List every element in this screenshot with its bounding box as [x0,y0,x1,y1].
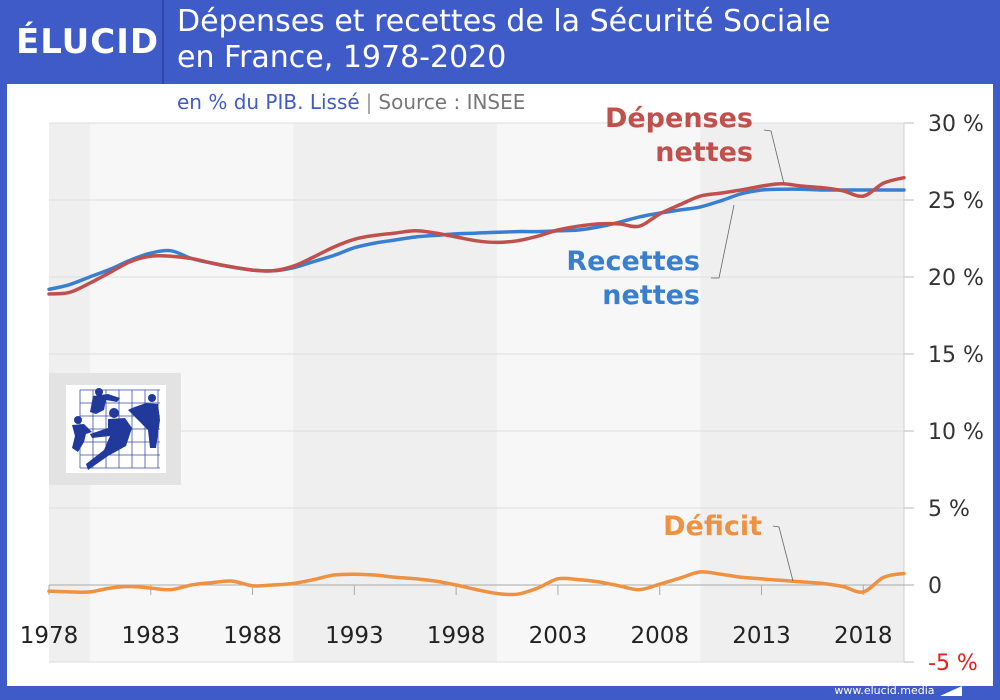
x-tick-label: 2013 [732,623,791,649]
x-tick-label: 2018 [834,623,893,649]
y-tick-label: 10 % [928,420,984,445]
x-tick-label: 1993 [325,623,384,649]
title-line-1: Dépenses et recettes de la Sécurité Soci… [177,4,831,39]
y-tick-label: 15 % [928,343,984,368]
title-line-2: en France, 1978-2020 [177,40,507,75]
subtitle-separator: | [365,90,373,114]
y-tick-label: 25 % [928,189,984,214]
series-line-deficit [47,570,906,597]
label-depenses: nettes [655,137,753,168]
shaded-band [700,123,904,662]
x-tick-label: 1998 [427,623,486,649]
gridlines [49,122,904,663]
axes: 30 % 25 % 20 % 15 % 10 % 5 % 0 -5 % 1978 1983 1988… [20,112,984,676]
label-deficit: Déficit [663,511,762,542]
shaded-bands [49,123,904,662]
x-tick-label: 2008 [630,623,689,649]
x-tick-label: 1978 [20,623,79,649]
label-depenses: Dépenses [605,103,753,134]
leader-line-deficit [772,525,794,582]
footer-url[interactable]: www.elucid.media [834,684,964,697]
securite-sociale-logo-icon [49,373,181,485]
chart-subtitle: en % du PIB. Lissé | Source : INSEE [177,90,525,114]
x-tick-label: 2003 [529,623,588,649]
y-tick-label: 5 % [928,497,970,522]
y-tick-label: 0 [928,574,942,599]
x-tick-label: 1988 [223,623,282,649]
chart-title: Dépenses et recettes de la Sécurité Soci… [177,4,830,76]
subtitle-source: Source : INSEE [378,90,526,114]
website-link[interactable]: www.elucid.media [834,684,935,697]
header: ÉLUCID Dépenses et recettes de la Sécuri… [0,0,1000,84]
series-lines [47,175,906,597]
y-tick-label: 30 % [928,112,984,137]
y-tick-label: -5 % [928,651,978,676]
x-tick-label: 1983 [122,623,181,649]
shaded-band [293,123,497,662]
y-tick-label: 20 % [928,266,984,291]
elucid-logo: ÉLUCID [16,22,160,62]
leader-line-depenses [763,129,785,185]
label-recettes: Recettes [566,246,700,277]
elucid-mark-icon [940,686,962,696]
series-line-depenses-nettes [47,175,906,296]
label-recettes: nettes [602,280,700,311]
subtitle-unit: en % du PIB. Lissé [177,90,360,114]
header-divider [162,0,164,84]
leader-line-recettes [711,204,735,279]
